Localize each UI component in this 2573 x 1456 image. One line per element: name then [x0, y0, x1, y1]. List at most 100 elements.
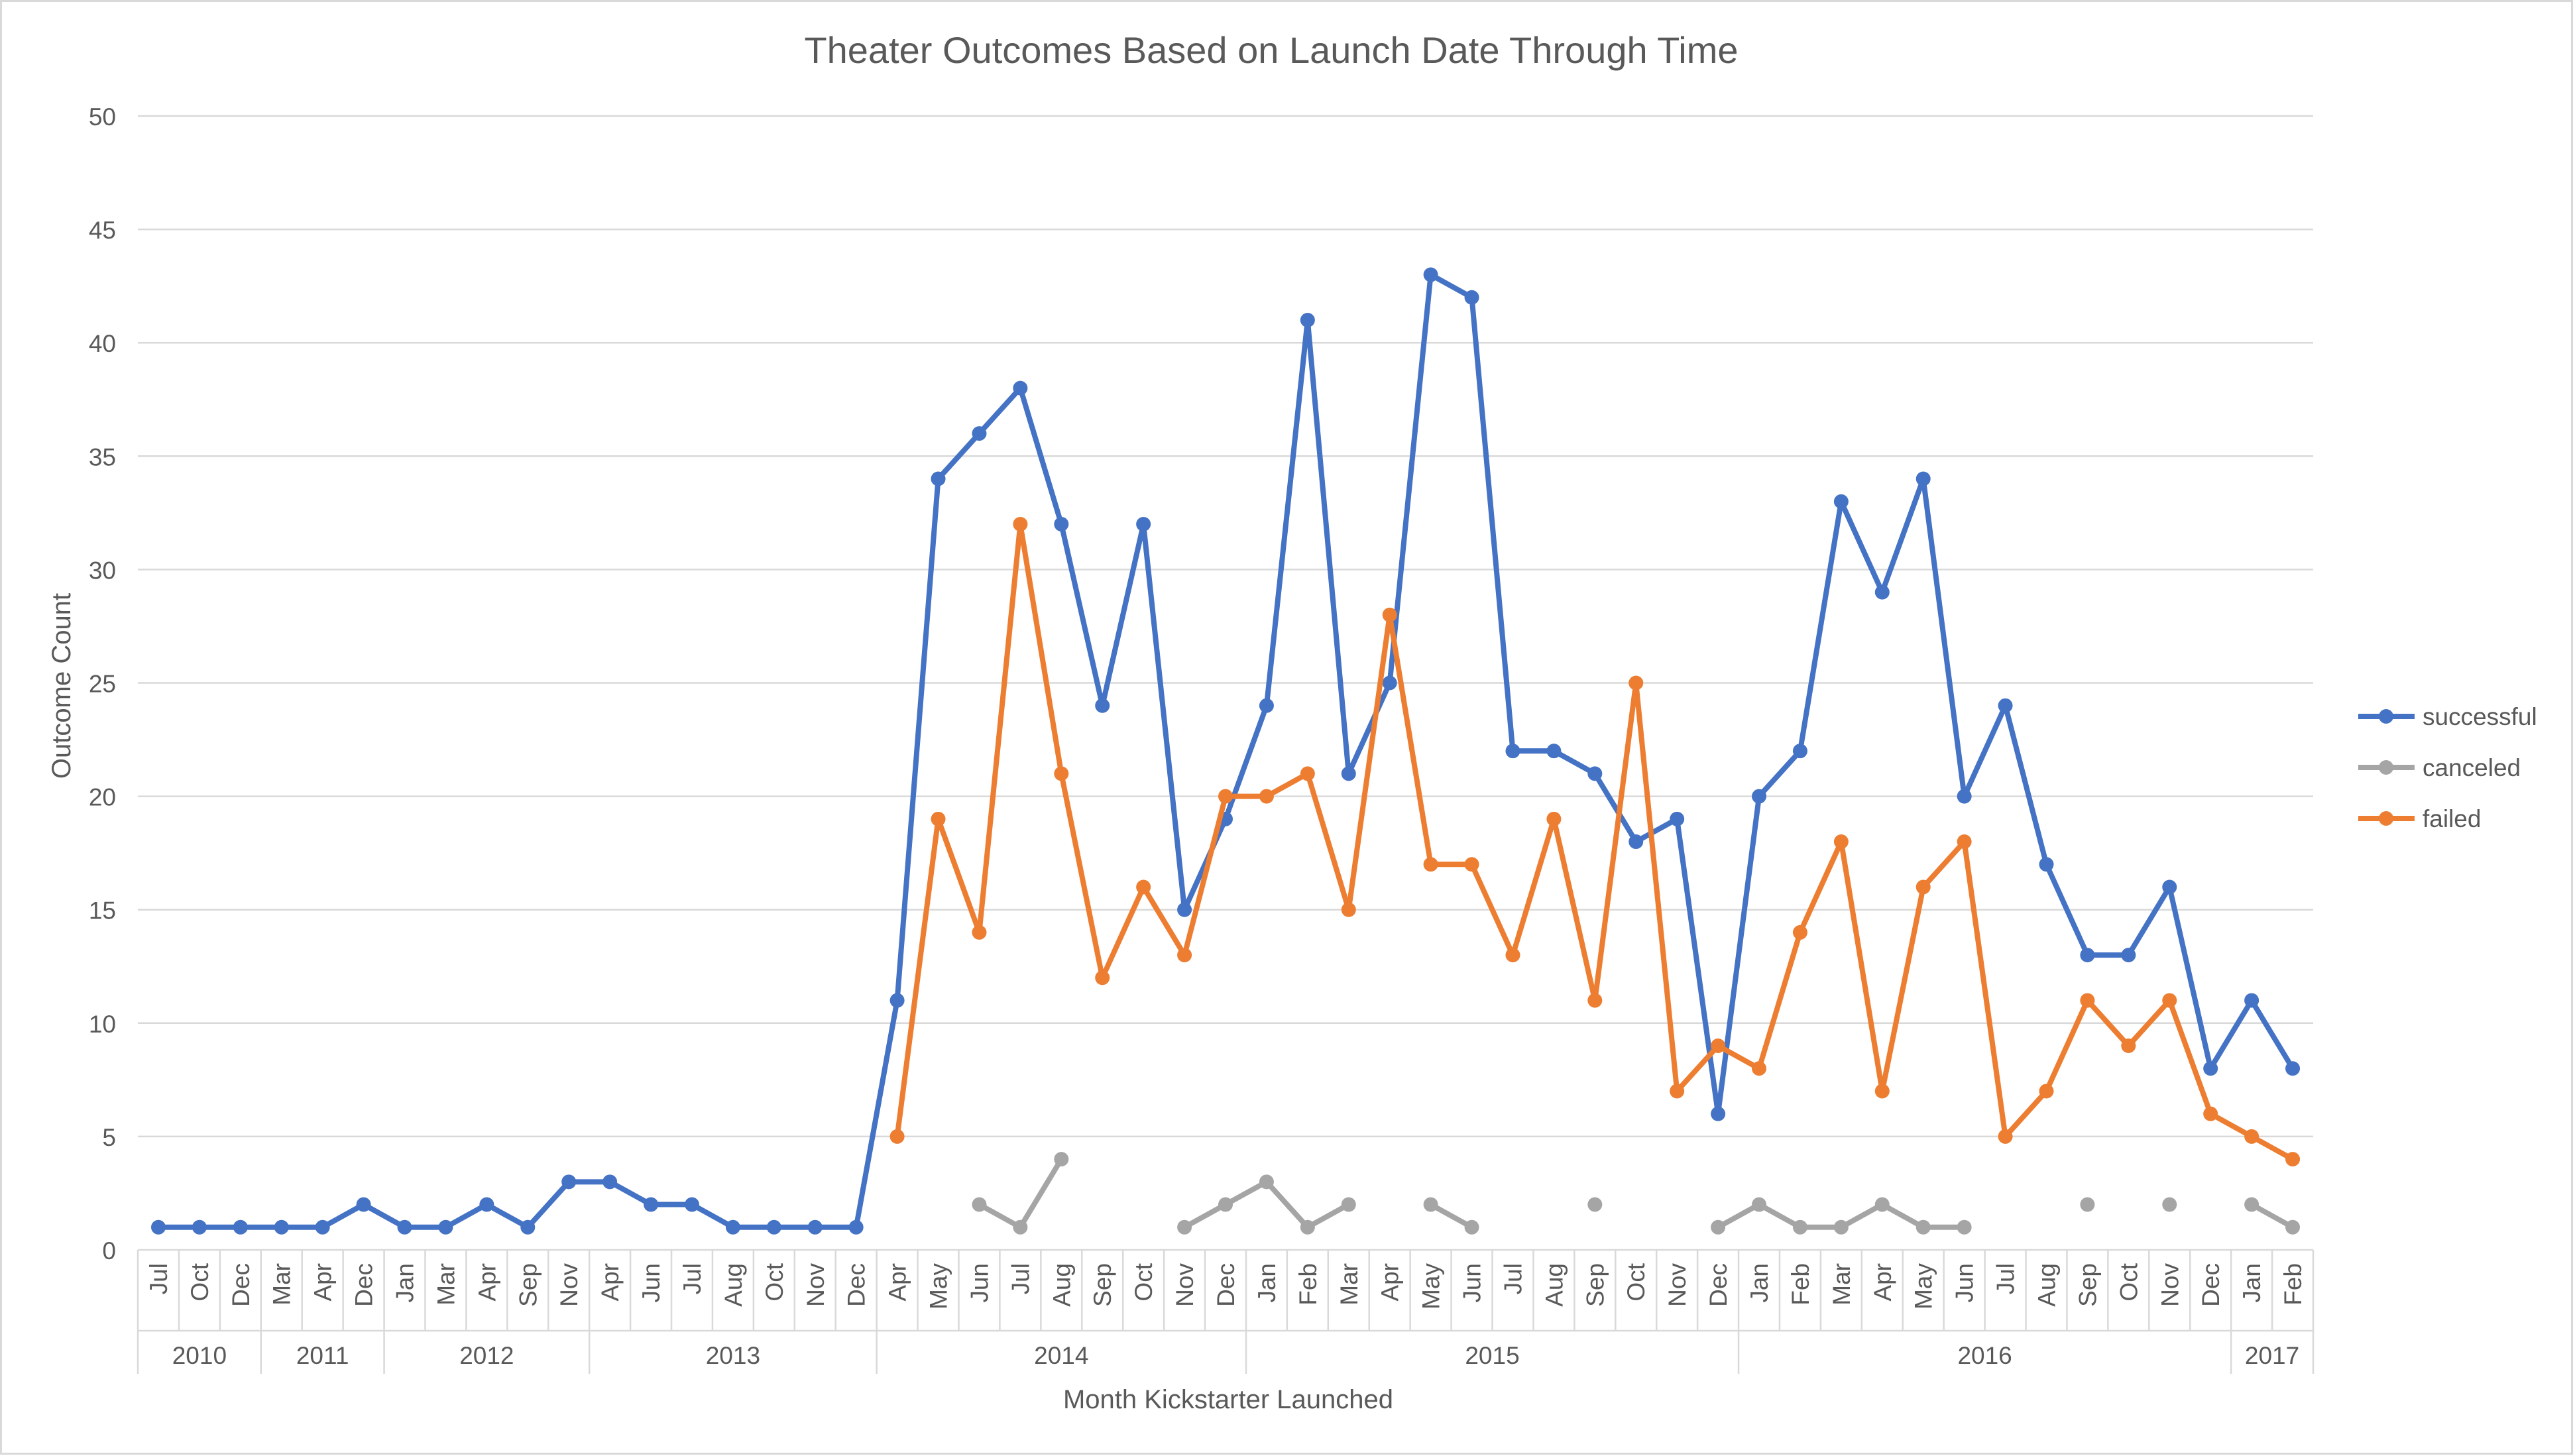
legend-label: successful [2423, 703, 2537, 730]
data-point-successful [2203, 1061, 2218, 1076]
data-point-successful [602, 1174, 618, 1190]
data-point-failed [1998, 1129, 2013, 1144]
data-point-successful [1095, 698, 1110, 713]
x-tick-label: Aug [720, 1263, 747, 1307]
x-axis-title: Month Kickstarter Launched [1063, 1385, 1393, 1414]
data-point-successful [1423, 267, 1438, 282]
x-tick-label: Feb [1294, 1263, 1322, 1306]
x-tick-label: May [1910, 1263, 1937, 1310]
series-line-successful [155, 272, 2296, 1230]
data-point-failed [1382, 607, 1397, 622]
data-point-failed [1341, 902, 1356, 917]
y-tick-label: 35 [89, 443, 116, 471]
data-point-failed [2080, 993, 2095, 1008]
x-tick-label: Feb [2279, 1263, 2307, 1306]
data-point-canceled [1054, 1152, 1069, 1167]
series-line-canceled [1428, 1202, 1475, 1230]
data-point-successful [807, 1219, 823, 1235]
data-point-canceled [1464, 1219, 1479, 1235]
x-tick-label: Oct [2115, 1262, 2142, 1301]
series-line-canceled [976, 1156, 1064, 1230]
data-point-successful [684, 1197, 699, 1212]
x-tick-label: Jun [1459, 1263, 1486, 1303]
x-tick-label: Jun [966, 1263, 993, 1303]
data-point-failed [1546, 811, 1562, 826]
year-label: 2010 [172, 1342, 227, 1369]
data-point-successful [1587, 766, 1603, 781]
y-axis-ticks: 0 5 10 15 20 25 30 35 40 45 50 [89, 103, 116, 1264]
data-point-canceled [2162, 1197, 2177, 1212]
x-tick-label: Apr [310, 1263, 337, 1302]
x-tick-label: Nov [2156, 1263, 2183, 1307]
data-point-successful [1874, 585, 1890, 600]
x-tick-label: Dec [2197, 1263, 2224, 1307]
x-tick-label: Dec [843, 1263, 870, 1307]
x-tick-label: Apr [1869, 1263, 1896, 1302]
x-tick-label: Dec [351, 1263, 378, 1307]
data-point-failed [1423, 857, 1438, 872]
y-tick-label: 20 [89, 784, 116, 811]
chart-title: Theater Outcomes Based on Launch Date Th… [804, 29, 1738, 71]
data-point-successful [1054, 516, 1069, 532]
data-point-failed [1013, 516, 1028, 532]
data-point-canceled [1957, 1219, 1972, 1235]
data-point-successful [192, 1219, 207, 1235]
data-point-canceled [1341, 1197, 1356, 1212]
y-tick-label: 10 [89, 1011, 116, 1038]
data-point-failed [2039, 1084, 2054, 1099]
data-point-successful [1792, 744, 1807, 759]
data-point-successful [2244, 993, 2259, 1008]
y-tick-label: 25 [89, 671, 116, 698]
data-point-canceled [1915, 1219, 1931, 1235]
x-tick-label: Mar [432, 1263, 459, 1306]
year-label: 2016 [1957, 1342, 2012, 1369]
data-point-failed [1915, 879, 1931, 895]
data-point-canceled [1587, 1197, 1603, 1212]
data-point-canceled [1177, 1219, 1192, 1235]
data-point-successful [1341, 766, 1356, 781]
x-tick-label: Mar [1336, 1263, 1363, 1306]
data-point-failed [2121, 1038, 2136, 1054]
x-tick-label: Jan [1746, 1263, 1773, 1303]
year-label: 2011 [296, 1342, 349, 1369]
x-tick-label: Nov [555, 1263, 583, 1307]
data-point-successful [233, 1219, 248, 1235]
data-point-successful [1505, 744, 1520, 759]
data-point-successful [150, 1219, 166, 1235]
data-point-successful [766, 1219, 781, 1235]
data-point-successful [356, 1197, 371, 1212]
data-point-successful [1957, 789, 1972, 804]
x-tick-label: Feb [1787, 1263, 1814, 1306]
legend-label: failed [2423, 805, 2481, 832]
data-point-failed [1711, 1038, 1726, 1054]
x-tick-label: Jul [1007, 1263, 1034, 1294]
data-point-canceled [1874, 1197, 1890, 1212]
year-label: 2013 [706, 1342, 760, 1369]
data-point-canceled [1752, 1197, 1767, 1212]
series-canceled [972, 1152, 2301, 1235]
y-tick-label: 0 [102, 1237, 116, 1264]
year-label: 2014 [1034, 1342, 1088, 1369]
data-point-failed [2244, 1129, 2259, 1144]
data-point-failed [1792, 924, 1807, 940]
data-point-failed [1874, 1084, 1890, 1099]
x-tick-label: Nov [1171, 1263, 1198, 1307]
data-point-successful [1670, 811, 1685, 826]
y-tick-label: 15 [89, 897, 116, 924]
data-point-successful [274, 1219, 289, 1235]
data-point-successful [725, 1219, 740, 1235]
x-tick-label: Sep [1089, 1263, 1116, 1307]
data-point-canceled [1792, 1219, 1807, 1235]
x-tick-label: Jul [1992, 1263, 2020, 1294]
y-tick-label: 30 [89, 557, 116, 584]
data-point-successful [1546, 744, 1562, 759]
series-line-canceled [2249, 1202, 2296, 1230]
data-point-failed [1752, 1061, 1767, 1076]
legend-label: canceled [2423, 754, 2521, 781]
legend-swatch-marker [2379, 709, 2393, 724]
x-tick-label: Mar [268, 1263, 296, 1306]
data-point-failed [1095, 970, 1110, 985]
y-tick-label: 5 [102, 1124, 116, 1151]
data-point-successful [1300, 312, 1315, 327]
